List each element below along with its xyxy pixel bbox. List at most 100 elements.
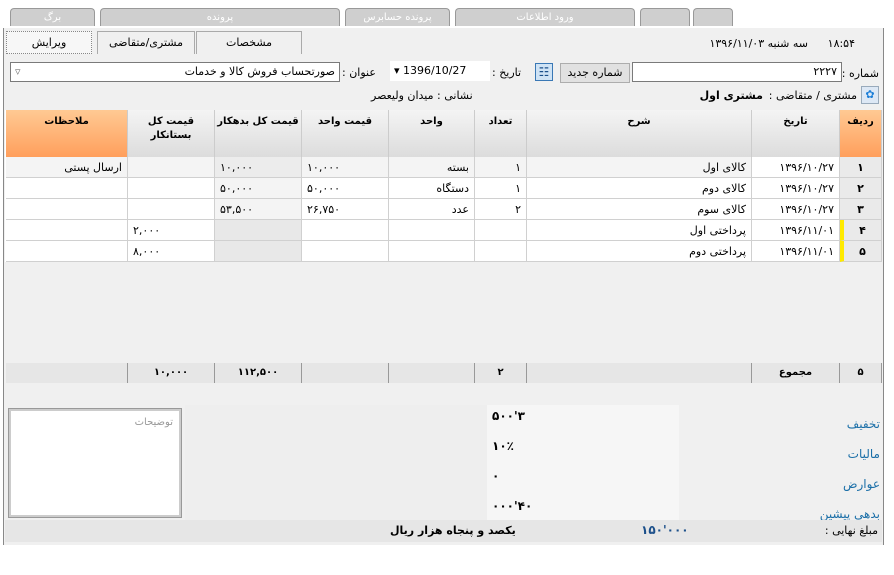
- column-header-quantity[interactable]: تعداد: [475, 110, 527, 157]
- top-tab-bar: برگ پرونده پرونده حسابرس ورود اطلاعات: [0, 0, 894, 28]
- cell-total-debit[interactable]: ۵۰,۰۰۰: [215, 178, 302, 199]
- cell-total-credit[interactable]: ۸,۰۰۰: [128, 241, 215, 262]
- cell-description[interactable]: کالای سوم: [527, 199, 752, 220]
- final-amount-row: مبلغ نهایی : ۱۵۰'۰۰۰ یکصد و پنجاه هزار ر…: [5, 520, 882, 542]
- summary-label: عوارض: [843, 477, 880, 491]
- summary-value[interactable]: ۰: [492, 469, 500, 483]
- column-header-row-number[interactable]: ردیف: [840, 110, 882, 157]
- cell-quantity[interactable]: [475, 241, 527, 262]
- column-header-unit[interactable]: واحد: [389, 110, 475, 157]
- column-header-total-credit[interactable]: قیمت کل بستانکار: [128, 110, 215, 157]
- cell-unit[interactable]: دستگاه: [389, 178, 475, 199]
- cell-unit[interactable]: [389, 220, 475, 241]
- cell-quantity[interactable]: ۲: [475, 199, 527, 220]
- column-header-total-debit[interactable]: قیمت کل بدهکار: [215, 110, 302, 157]
- date-value: 1396/10/27: [403, 64, 467, 77]
- column-header-remarks[interactable]: ملاحظات: [6, 110, 128, 157]
- number-label: شماره :: [841, 67, 879, 80]
- cell-unit-price[interactable]: [302, 241, 389, 262]
- date-picker[interactable]: ▾ 1396/10/27: [390, 61, 490, 81]
- cell-unit-price[interactable]: ۲۶,۷۵۰: [302, 199, 389, 220]
- top-tab-data-entry[interactable]: ورود اطلاعات: [455, 8, 635, 26]
- summary-value[interactable]: ۱۰٪: [492, 439, 514, 453]
- cell-row-number[interactable]: ۵: [840, 241, 882, 262]
- cell-remarks[interactable]: [6, 178, 128, 199]
- total-total-credit: ۱۰,۰۰۰: [128, 363, 215, 383]
- top-tab-parvande[interactable]: پرونده: [100, 8, 340, 26]
- tab-customer[interactable]: مشتری/متقاضی: [97, 31, 195, 54]
- cell-unit-price[interactable]: ۱۰,۰۰۰: [302, 157, 389, 178]
- cell-total-credit[interactable]: [128, 157, 215, 178]
- cell-description[interactable]: پرداختی اول: [527, 220, 752, 241]
- cell-description[interactable]: کالای اول: [527, 157, 752, 178]
- top-tab-blank-1[interactable]: [640, 8, 690, 26]
- title-dropdown[interactable]: ▿ صورتحساب فروش کالا و خدمات: [10, 62, 340, 82]
- cell-unit-price[interactable]: ۵۰,۰۰۰: [302, 178, 389, 199]
- cell-total-debit[interactable]: [215, 220, 302, 241]
- cell-remarks[interactable]: [6, 241, 128, 262]
- cell-total-debit[interactable]: ۱۰,۰۰۰: [215, 157, 302, 178]
- summary-label: بدهی پیشین: [819, 507, 880, 521]
- summary-value[interactable]: ۳'۵۰۰: [492, 409, 525, 423]
- final-amount-value: ۱۵۰'۰۰۰: [641, 523, 689, 537]
- cell-total-credit[interactable]: [128, 199, 215, 220]
- total-unit-price: [302, 363, 389, 383]
- summary-panel: توضیحات تخفیف ۳'۵۰۰ مالیات ۱۰٪ عوارض ۰ بدهی پی…: [5, 405, 882, 521]
- final-amount-label: مبلغ نهایی :: [824, 524, 878, 537]
- cell-remarks[interactable]: [6, 199, 128, 220]
- cell-remarks[interactable]: [6, 220, 128, 241]
- customer-icon[interactable]: ✿: [861, 86, 879, 104]
- column-header-date[interactable]: تاریخ: [752, 110, 840, 157]
- total-date: مجموع: [752, 363, 840, 383]
- total-total-debit: ۱۱۲,۵۰۰: [215, 363, 302, 383]
- cell-date[interactable]: ۱۳۹۶/۱۰/۲۷: [752, 157, 840, 178]
- column-header-description[interactable]: شرح: [527, 110, 752, 157]
- total-unit: [389, 363, 475, 383]
- current-date: سه شنبه ۱۳۹۶/۱۱/۰۳: [709, 37, 808, 50]
- cell-description[interactable]: کالای دوم: [527, 178, 752, 199]
- cell-row-number[interactable]: ۳: [840, 199, 882, 220]
- summary-value[interactable]: ۴۰'۰۰۰: [492, 499, 533, 513]
- new-number-button[interactable]: شماره جدید: [560, 63, 630, 83]
- cell-quantity[interactable]: ۱: [475, 178, 527, 199]
- top-tab-blank-2[interactable]: [693, 8, 733, 26]
- cell-unit[interactable]: عدد: [389, 199, 475, 220]
- cell-date[interactable]: ۱۳۹۶/۱۰/۲۷: [752, 178, 840, 199]
- cell-row-number[interactable]: ۲: [840, 178, 882, 199]
- cell-total-credit[interactable]: [128, 178, 215, 199]
- cell-remarks[interactable]: ارسال پستی: [6, 157, 128, 178]
- total-remarks: [6, 363, 128, 383]
- calendar-icon[interactable]: ☷: [535, 63, 553, 81]
- cell-row-number[interactable]: ۱: [840, 157, 882, 178]
- customer-name: مشتری اول: [699, 89, 763, 102]
- cell-description[interactable]: پرداختی دوم: [527, 241, 752, 262]
- summary-label: مالیات: [847, 447, 880, 461]
- tab-edit[interactable]: ویرایش: [6, 31, 92, 54]
- cell-quantity[interactable]: [475, 220, 527, 241]
- cell-total-debit[interactable]: ۵۳,۵۰۰: [215, 199, 302, 220]
- date-label: تاریخ :: [492, 66, 522, 79]
- cell-total-credit[interactable]: ۲,۰۰۰: [128, 220, 215, 241]
- cell-row-number[interactable]: ۴: [840, 220, 882, 241]
- number-input[interactable]: ۲۲۲۷: [632, 62, 842, 82]
- top-tab-barg[interactable]: برگ: [10, 8, 95, 26]
- cell-unit[interactable]: بسته: [389, 157, 475, 178]
- chevron-down-icon: ▾: [394, 64, 404, 77]
- cell-total-debit[interactable]: [215, 241, 302, 262]
- top-tab-auditor[interactable]: پرونده حسابرس: [345, 8, 450, 26]
- column-header-unit-price[interactable]: قیمت واحد: [302, 110, 389, 157]
- summary-label: تخفیف: [846, 417, 880, 431]
- clock: ۱۸:۵۴: [827, 37, 855, 50]
- tab-specs[interactable]: مشخصات: [196, 31, 302, 54]
- notes-textarea[interactable]: توضیحات: [8, 408, 182, 518]
- cell-unit-price[interactable]: [302, 220, 389, 241]
- cell-date[interactable]: ۱۳۹۶/۱۱/۰۱: [752, 220, 840, 241]
- cell-date[interactable]: ۱۳۹۶/۱۰/۲۷: [752, 199, 840, 220]
- cell-unit[interactable]: [389, 241, 475, 262]
- chevron-down-icon: ▿: [15, 65, 21, 78]
- cell-quantity[interactable]: ۱: [475, 157, 527, 178]
- total-description: [527, 363, 752, 383]
- cell-date[interactable]: ۱۳۹۶/۱۱/۰۱: [752, 241, 840, 262]
- invoice-grid: ردیف تاریخ شرح تعداد واحد قیمت واحد قیمت کل بد…: [5, 110, 882, 262]
- title-value: صورتحساب فروش کالا و خدمات: [184, 65, 335, 78]
